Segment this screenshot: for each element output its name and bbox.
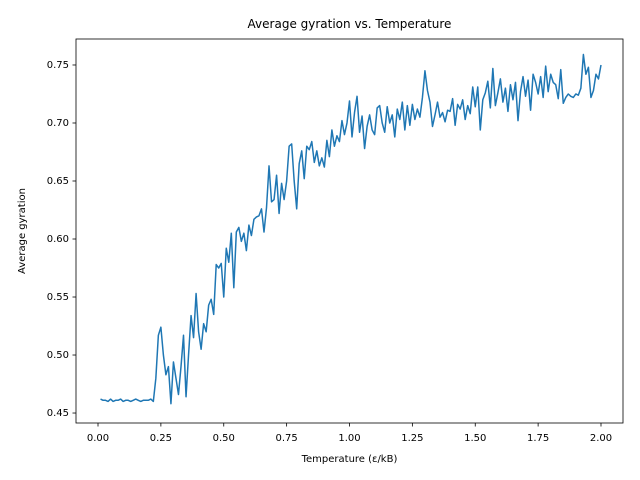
- x-tick-label: 1.25: [401, 433, 423, 444]
- y-tick-label: 0.75: [47, 60, 69, 71]
- x-tick-label: 0.00: [87, 433, 109, 444]
- chart-title: Average gyration vs. Temperature: [248, 17, 452, 31]
- y-axis-label: Average gyration: [17, 188, 28, 274]
- x-tick-label: 0.50: [213, 433, 235, 444]
- x-tick-label: 0.25: [150, 433, 172, 444]
- x-axis-label: Temperature (ε/kB): [301, 454, 398, 465]
- x-tick-label: 0.75: [275, 433, 297, 444]
- data-line: [100, 53, 602, 405]
- x-tick-label: 2.00: [590, 433, 612, 444]
- y-tick-label: 0.60: [47, 234, 69, 245]
- y-tick-label: 0.65: [47, 176, 69, 187]
- x-tick-label: 1.75: [527, 433, 549, 444]
- y-tick-label: 0.45: [47, 408, 69, 419]
- y-tick-label: 0.50: [47, 350, 69, 361]
- y-tick-label: 0.55: [47, 292, 69, 303]
- y-tick-label: 0.70: [47, 118, 69, 129]
- x-tick-label: 1.50: [464, 433, 486, 444]
- x-tick-label: 1.00: [338, 433, 360, 444]
